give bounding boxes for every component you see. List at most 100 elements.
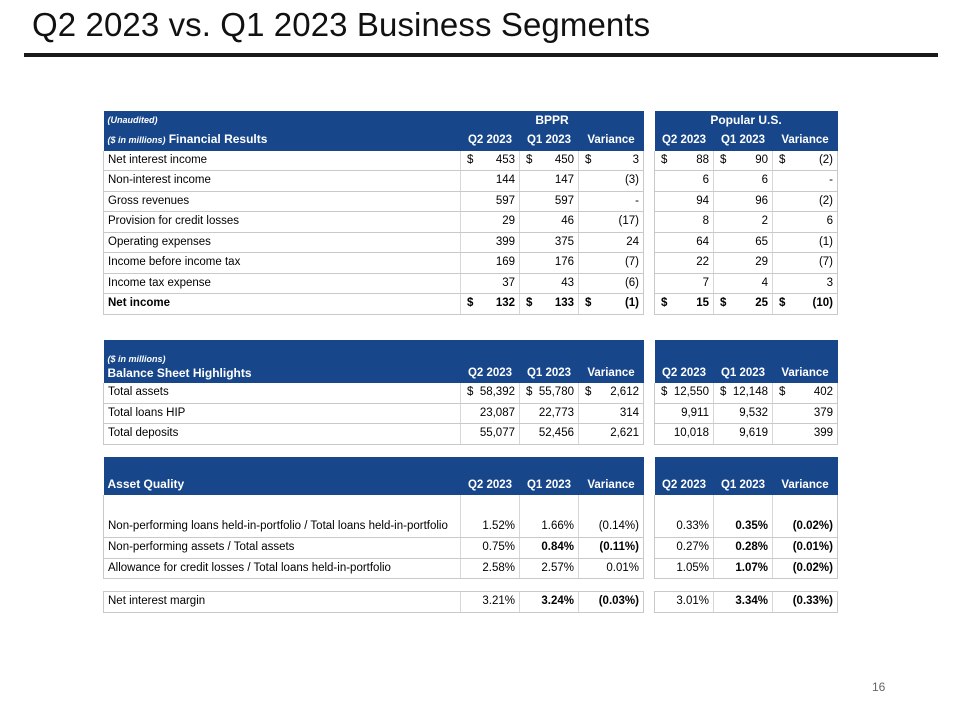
cell-bq2: $58,392 — [460, 383, 520, 404]
column-gap — [643, 403, 655, 424]
table-row: Non-performing loans held-in-portfolio /… — [103, 495, 838, 538]
cell-bv: $ (1) — [578, 293, 644, 315]
cell-bv: 314 — [578, 403, 644, 424]
cell-bq1: 1.66% — [519, 495, 579, 538]
row-label: Provision for credit losses — [103, 211, 461, 233]
cell-value: 450 — [554, 153, 574, 166]
cell-value: 402 — [813, 386, 833, 398]
column-gap — [643, 457, 655, 495]
column-header: Q1 2023 — [713, 130, 773, 151]
dollar-sign: $ — [661, 297, 668, 309]
dollar-sign: $ — [779, 297, 786, 309]
column-gap — [643, 130, 655, 151]
cell-pq1: 9,532 — [713, 403, 773, 424]
cell-pq2: 8 — [654, 211, 714, 233]
cell-value: 15 — [696, 297, 709, 309]
table-row: Gross revenues 597 597-94 96 (2) — [103, 191, 838, 212]
net-interest-margin-table: Net interest margin 3.21% 3.24% (0.03%) 3.01… — [103, 591, 838, 613]
column-header: Q1 2023 — [713, 457, 773, 495]
table-row: Net interest margin 3.21% 3.24% (0.03%) 3.01… — [103, 591, 838, 613]
dollar-sign: $ — [585, 297, 592, 309]
column-gap — [643, 252, 655, 273]
row-label: Non-performing loans held-in-portfolio /… — [103, 495, 461, 538]
row-label: Net interest margin — [103, 591, 461, 613]
cell-pv: $ (2) — [772, 150, 838, 171]
balance-sheet-table: ($ in millions) Balance Sheet Highlights Q… — [103, 340, 838, 445]
header-label: ($ in millions) Financial Results — [103, 130, 461, 151]
row-label: Total loans HIP — [103, 403, 461, 424]
cell-bv: $2,612 — [578, 383, 644, 404]
cell-value: 2,612 — [610, 386, 639, 398]
cell-bv: $3 — [578, 150, 644, 171]
cell-bq2: $453 — [460, 150, 520, 171]
cell-bq2: 144 — [460, 170, 520, 192]
dollar-sign: $ — [467, 386, 474, 398]
cell-bv: (0.14%) — [578, 495, 644, 538]
cell-bv: (3) — [578, 170, 644, 192]
column-gap — [643, 273, 655, 294]
cell-pq2: 22 — [654, 252, 714, 274]
cell-pq2: 94 — [654, 191, 714, 212]
dollar-sign: $ — [720, 386, 727, 398]
column-header: Variance — [772, 457, 838, 495]
table-row: Provision for credit losses 29 46 (17) 8 2 6 — [103, 211, 838, 233]
cell-pq1: 96 — [713, 191, 773, 212]
cell-value: (2) — [818, 153, 833, 166]
cell-pv: 379 — [772, 403, 838, 424]
cell-value: 0.35% — [735, 520, 768, 532]
cell-pq2: 0.27% — [654, 537, 714, 559]
cell-value: 1.07% — [735, 561, 768, 574]
table-row: Income before income tax 169 176 (7) 22 29 (7) — [103, 252, 838, 274]
dollar-sign: $ — [467, 297, 474, 309]
cell-bq2: 0.75% — [460, 537, 520, 559]
cell-pv: (1) — [772, 232, 838, 253]
section-heading: Financial Results — [168, 132, 268, 146]
cell-pv: (0.02%) — [772, 495, 838, 538]
cell-pq1: 65 — [713, 232, 773, 253]
cell-value: 90 — [755, 153, 768, 166]
title-rule — [24, 53, 938, 57]
column-header: Q2 2023 — [460, 340, 520, 383]
dollar-sign: $ — [661, 386, 668, 398]
dollar-sign: $ — [661, 153, 668, 166]
cell-bq2: 29 — [460, 211, 520, 233]
cell-value: 133 — [554, 297, 574, 309]
row-label: Income before income tax — [103, 252, 461, 274]
table-row: Non-performing assets / Total assets 0.75… — [103, 537, 838, 559]
cell-value: (0.01%) — [792, 541, 833, 553]
cell-bq2: 597 — [460, 191, 520, 212]
page-title: Q2 2023 vs. Q1 2023 Business Segments — [32, 6, 651, 43]
cell-bq1: $450 — [519, 150, 579, 171]
unaudited-text: (Unaudited) — [107, 115, 158, 125]
cell-pq2: 10,018 — [654, 423, 714, 445]
column-gap — [643, 340, 655, 383]
header-label: ($ in millions) Balance Sheet Highlights — [103, 340, 461, 383]
cell-value: (0.02%) — [792, 561, 833, 574]
column-gap — [643, 293, 655, 314]
cell-bq1: 147 — [519, 170, 579, 192]
cell-pv: (0.33%) — [772, 591, 838, 613]
column-gap — [643, 170, 655, 191]
cell-pv: (0.01%) — [772, 537, 838, 559]
cell-pv: 3 — [772, 273, 838, 294]
table-row: Net interest income $453 $450 $3 $88 $90 $ (2) — [103, 150, 838, 171]
cell-pv: $ (10) — [772, 293, 838, 315]
cell-bq1: 43 — [519, 273, 579, 294]
cell-pq2: 7 — [654, 273, 714, 294]
cell-value: 0.28% — [735, 541, 768, 553]
slide-number: 16 — [872, 680, 886, 694]
column-header: Q2 2023 — [654, 340, 714, 383]
column-header: Q2 2023 — [654, 130, 714, 151]
cell-bv: 0.01% — [578, 558, 644, 579]
cell-value: (0.03%) — [598, 595, 639, 607]
cell-pq2: 6 — [654, 170, 714, 192]
column-header: Q1 2023 — [713, 340, 773, 383]
cell-bv: (6) — [578, 273, 644, 294]
table-row: Operating expenses 399 375 24 64 65 (1) — [103, 232, 838, 253]
cell-bv: (17) — [578, 211, 644, 233]
cell-bq1: $133 — [519, 293, 579, 315]
segment-popular-us: Popular U.S. — [654, 111, 838, 130]
cell-bq1: 375 — [519, 232, 579, 253]
cell-bv: - — [578, 191, 644, 212]
cell-bq2: 169 — [460, 252, 520, 274]
